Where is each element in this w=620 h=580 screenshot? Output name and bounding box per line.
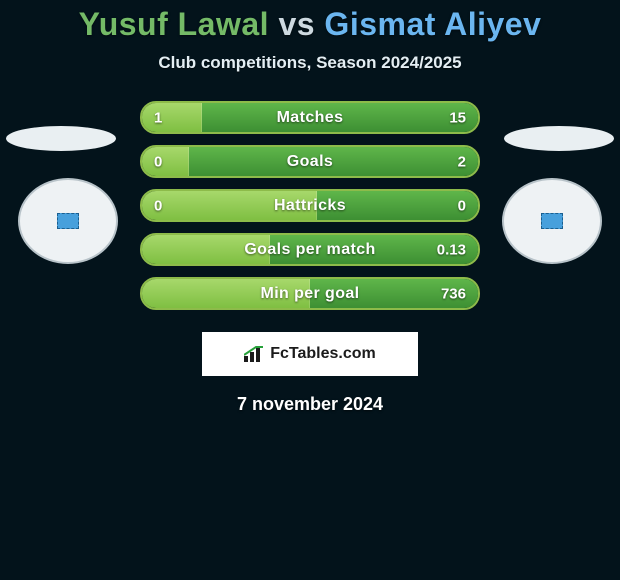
- stat-bar: 1Matches15: [140, 101, 480, 134]
- brand-badge: FcTables.com: [202, 332, 418, 376]
- stat-value-right: 2: [458, 153, 466, 170]
- player2-avatar: [502, 178, 602, 264]
- stat-value-right: 0.13: [437, 241, 466, 258]
- stat-value-right: 736: [441, 285, 466, 302]
- player2-name: Gismat Aliyev: [324, 6, 541, 42]
- brand-chart-icon: [244, 346, 264, 362]
- stat-value-right: 0: [458, 197, 466, 214]
- player1-name: Yusuf Lawal: [79, 6, 269, 42]
- stat-bar: Goals per match0.13: [140, 233, 480, 266]
- stat-bar: Min per goal736: [140, 277, 480, 310]
- player1-avatar: [18, 178, 118, 264]
- stat-value-right: 15: [449, 109, 466, 126]
- decor-ellipse-right: [504, 126, 614, 151]
- stat-label: Hattricks: [142, 197, 478, 215]
- subtitle: Club competitions, Season 2024/2025: [0, 53, 620, 73]
- decor-ellipse-left: [6, 126, 116, 151]
- avatar-placeholder-icon: [541, 213, 563, 229]
- stat-label: Goals: [142, 153, 478, 171]
- page-title: Yusuf Lawal vs Gismat Aliyev: [0, 0, 620, 43]
- stat-bar: 0Goals2: [140, 145, 480, 178]
- stat-bar-list: 1Matches150Goals20Hattricks0Goals per ma…: [140, 101, 480, 310]
- avatar-placeholder-icon: [57, 213, 79, 229]
- vs-text: vs: [278, 6, 315, 42]
- date-text: 7 november 2024: [0, 394, 620, 415]
- brand-text: FcTables.com: [270, 345, 376, 363]
- stat-label: Matches: [142, 109, 478, 127]
- stat-bar: 0Hattricks0: [140, 189, 480, 222]
- stat-label: Goals per match: [142, 241, 478, 259]
- stat-label: Min per goal: [142, 285, 478, 303]
